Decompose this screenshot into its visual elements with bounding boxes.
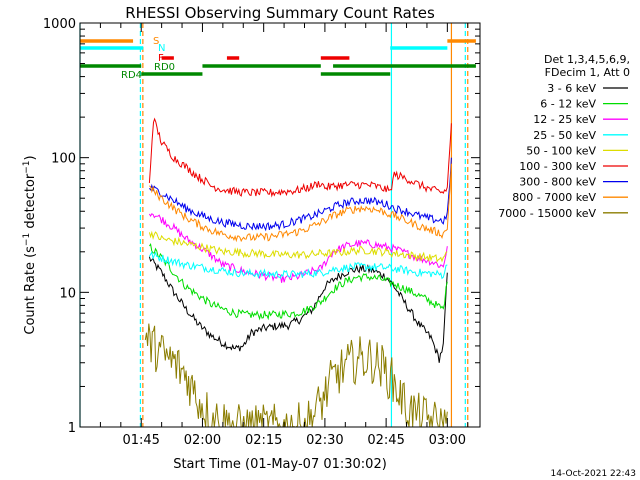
y-axis-label: Count Rate (s−1 detector−1) <box>22 155 38 334</box>
legend-header-1: FDecim 1, Att 0 <box>545 66 630 79</box>
flag-label-rd4: RD4 <box>121 70 142 81</box>
legend-label-6: 300 - 800 keV <box>519 176 596 189</box>
y-tick-label-3: 1000 <box>43 17 76 32</box>
legend-label-5: 100 - 300 keV <box>519 160 596 173</box>
flag-label-s: S <box>153 36 159 47</box>
legend-label-4: 50 - 100 keV <box>526 144 596 157</box>
y-tick-label-0: 1 <box>68 421 76 436</box>
legend-label-2: 12 - 25 keV <box>533 113 596 126</box>
series-line-5 <box>148 117 452 198</box>
plot-frame <box>79 22 481 428</box>
y-tick-label-2: 100 <box>51 152 76 167</box>
flag-label-rd0: RD0 <box>154 62 175 73</box>
legend-label-1: 6 - 12 keV <box>540 98 596 111</box>
series-line-3 <box>148 250 448 280</box>
series-line-2 <box>148 213 448 283</box>
series-line-1 <box>148 243 448 321</box>
x-tick-label-0: 01:45 <box>122 433 159 448</box>
legend-label-0: 3 - 6 keV <box>547 82 596 95</box>
legend-label-8: 7000 - 15000 keV <box>498 207 596 220</box>
legend: Det 1,3,4,5,6,9,FDecim 1, Att 0 3 - 6 keV… <box>498 53 630 220</box>
x-tick-label-4: 02:45 <box>367 433 404 448</box>
x-tick-label-3: 02:30 <box>306 433 343 448</box>
x-tick-label-2: 02:15 <box>245 433 282 448</box>
footer-timestamp: 14-Oct-2021 22:43 <box>551 469 636 479</box>
flag-label-n: N <box>158 43 165 54</box>
y-tick-label-1: 10 <box>59 286 76 301</box>
legend-label-3: 25 - 50 keV <box>533 129 596 142</box>
x-tick-label-5: 03:00 <box>429 433 466 448</box>
series-line-4 <box>148 230 448 263</box>
chart-title: RHESSI Observing Summary Count Rates <box>125 4 435 22</box>
axes: 1 10 100 1000 01:45 02:00 02:15 02:30 02:45 03:00 <box>43 17 481 448</box>
series-line-0 <box>148 256 448 363</box>
series-line-6 <box>149 157 452 232</box>
x-tick-label-1: 02:00 <box>184 433 221 448</box>
legend-label-7: 800 - 7000 keV <box>512 191 596 204</box>
flag-label-f: F <box>158 53 164 64</box>
series-line-7 <box>149 163 452 243</box>
x-axis-label: Start Time (01-May-07 01:30:02) <box>173 457 387 472</box>
legend-header-0: Det 1,3,4,5,6,9, <box>544 53 630 66</box>
